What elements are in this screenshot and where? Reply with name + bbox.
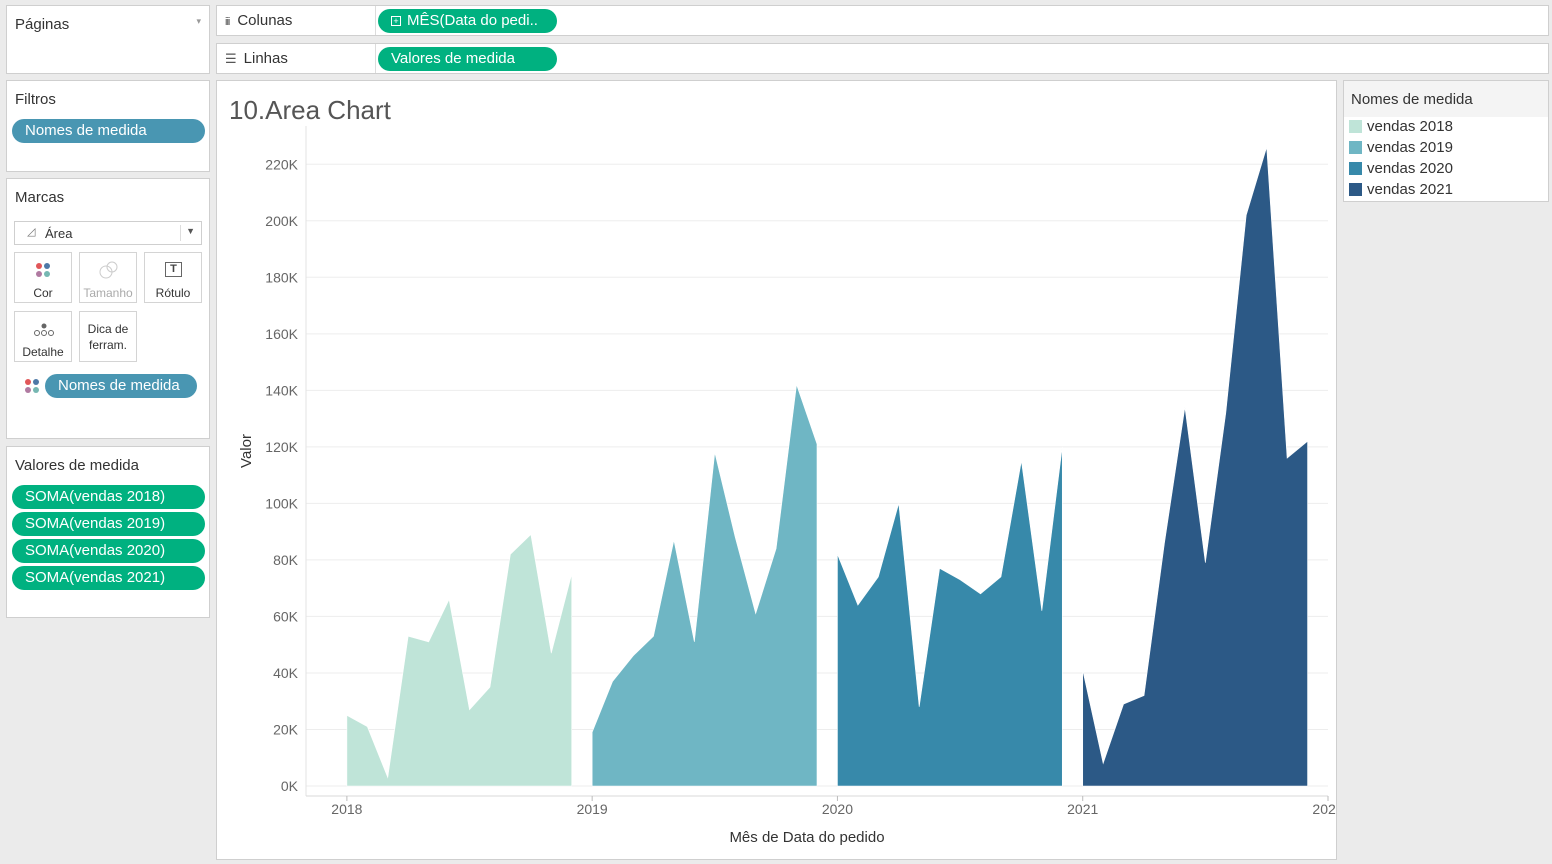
legend-label: vendas 2021 [1367, 181, 1453, 198]
pages-panel: Páginas ▾ [6, 5, 210, 74]
text-icon: T [165, 262, 182, 277]
x-tick-label: 2021 [1067, 801, 1098, 817]
mark-type-dropdown[interactable]: ◿ Área ▼ [14, 221, 202, 245]
expand-icon[interactable]: + [391, 16, 401, 26]
y-tick-label: 60K [273, 608, 299, 624]
y-tick-label: 180K [265, 269, 298, 285]
detail-icon [34, 323, 54, 336]
label-button-label: Rótulo [155, 286, 191, 300]
marks-title: Marcas [15, 189, 65, 206]
detail-button[interactable]: Detalhe [14, 311, 72, 362]
size-button-label: Tamanho [83, 286, 133, 300]
x-tick-label: 2019 [577, 801, 608, 817]
legend-panel: Nomes de medida vendas 2018 vendas 2019 … [1343, 80, 1549, 202]
legend-label: vendas 2018 [1367, 118, 1453, 135]
y-tick-label: 120K [265, 439, 298, 455]
filter-pill[interactable]: Nomes de medida [12, 119, 205, 143]
legend-title: Nomes de medida [1351, 91, 1473, 108]
columns-shelf[interactable]: iii Colunas + MÊS(Data do pedi.. [216, 5, 1549, 36]
legend-swatch [1349, 120, 1362, 133]
y-tick-label: 200K [265, 213, 298, 229]
y-axis-title: Valor [238, 434, 255, 468]
rows-icon: ☰ [225, 51, 237, 66]
size-button[interactable]: Tamanho [79, 252, 137, 303]
y-tick-label: 0K [281, 778, 299, 794]
columns-shelf-label: iii Colunas [225, 12, 293, 29]
shelf-divider [375, 6, 376, 35]
size-icon [99, 261, 118, 279]
y-tick-label: 220K [265, 156, 298, 172]
measure-values-title: Valores de medida [15, 457, 139, 474]
chevron-down-icon[interactable]: ▾ [196, 16, 201, 26]
chart-view: 10.Area Chart 0K 20K 40K 60K 80K 100K 120K 140K… [216, 80, 1337, 860]
y-tick-label: 20K [273, 721, 299, 737]
rows-shelf[interactable]: ☰ Linhas Valores de medida [216, 43, 1549, 74]
legend-label: vendas 2019 [1367, 139, 1453, 156]
marks-panel: Marcas ◿ Área ▼ Cor Tamanho T Rótulo Det… [6, 178, 210, 439]
x-axis-title: Mês de Data do pedido [729, 829, 884, 846]
measure-pill[interactable]: SOMA(vendas 2019) [12, 512, 205, 536]
pages-title: Páginas [15, 16, 70, 33]
measure-pill[interactable]: SOMA(vendas 2021) [12, 566, 205, 590]
measure-values-panel: Valores de medida SOMA(vendas 2018) SOMA… [6, 446, 210, 618]
color-icon [36, 263, 50, 277]
chart-title: 10.Area Chart [229, 95, 391, 125]
y-tick-label: 140K [265, 382, 298, 398]
legend-header: Nomes de medida [1344, 81, 1548, 117]
chevron-down-icon[interactable]: ▼ [186, 226, 195, 236]
area-series [1082, 147, 1308, 787]
y-tick-label: 40K [273, 665, 299, 681]
legend-swatch [1349, 162, 1362, 175]
shelf-divider [375, 44, 376, 73]
detail-button-label: Detalhe [22, 345, 64, 359]
columns-pill[interactable]: + MÊS(Data do pedi.. [378, 9, 557, 33]
legend-swatch [1349, 183, 1362, 196]
area-series [837, 446, 1063, 787]
color-encoding-pill[interactable]: Nomes de medida [45, 374, 197, 398]
y-tick-label: 160K [265, 326, 298, 342]
y-tick-label: 80K [273, 552, 299, 568]
area-series [346, 533, 573, 787]
legend-label: vendas 2020 [1367, 160, 1453, 177]
mark-type-label: Área [45, 226, 73, 241]
dropdown-arrow-divider [180, 225, 181, 241]
area-chart[interactable]: 0K 20K 40K 60K 80K 100K 120K 140K 160K 180K 200K 22… [217, 81, 1336, 859]
area-chart-icon: ◿ [27, 226, 36, 238]
x-tick-label: 2022 [1312, 801, 1336, 817]
color-button[interactable]: Cor [14, 252, 72, 303]
x-tick-label: 2018 [331, 801, 362, 817]
tooltip-button-label-1: Dica de [87, 322, 129, 336]
y-tick-label: 100K [265, 495, 298, 511]
area-series [591, 384, 818, 787]
rows-pill[interactable]: Valores de medida [378, 47, 557, 71]
rows-shelf-label: ☰ Linhas [225, 50, 288, 67]
filters-title: Filtros [15, 91, 56, 108]
x-tick-label: 2020 [822, 801, 853, 817]
legend-swatch [1349, 141, 1362, 154]
color-button-label: Cor [33, 286, 53, 300]
measure-pill[interactable]: SOMA(vendas 2020) [12, 539, 205, 563]
color-encoding-icon [25, 379, 39, 393]
label-button[interactable]: T Rótulo [144, 252, 202, 303]
tooltip-button[interactable]: Dica de ferram. [79, 311, 137, 362]
filters-panel: Filtros Nomes de medida [6, 80, 210, 172]
measure-pill[interactable]: SOMA(vendas 2018) [12, 485, 205, 509]
tooltip-button-label-2: ferram. [88, 338, 127, 352]
columns-icon: iii [225, 16, 230, 28]
